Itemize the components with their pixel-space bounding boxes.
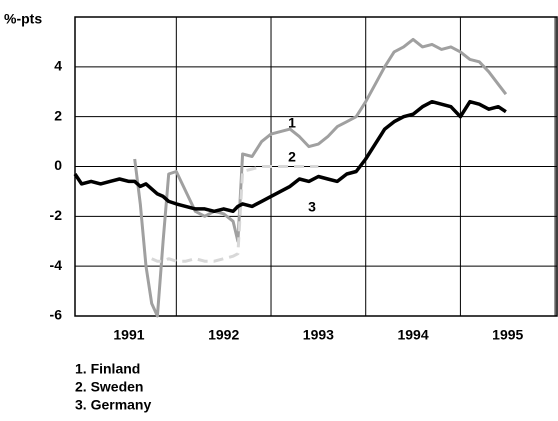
- line-series: [73, 99, 507, 214]
- x-tick-label: 1991: [113, 327, 144, 343]
- y-tick-label: -2: [50, 207, 63, 223]
- legend-entry: 2. Sweden: [75, 379, 143, 395]
- line-label: 3: [308, 199, 316, 215]
- plot-frame: [74, 16, 558, 317]
- y-tick-label: 4: [54, 58, 62, 74]
- y-axis-label: %-pts: [4, 11, 42, 27]
- legend-entry: 3. Germany: [75, 397, 151, 413]
- y-tick-label: 0: [54, 157, 62, 173]
- y-tick-label: -4: [50, 257, 63, 273]
- x-tick-label: 1994: [397, 327, 428, 343]
- x-tick-label: 1992: [208, 327, 239, 343]
- x-tick-label: 1993: [303, 327, 334, 343]
- y-tick-label: -6: [50, 307, 63, 323]
- line-label: 1: [288, 115, 296, 131]
- x-tick-label: 1995: [492, 327, 523, 343]
- line-series: [151, 165, 319, 263]
- legend-entry: 1. Finland: [75, 361, 140, 377]
- line-series: [133, 37, 508, 318]
- y-tick-label: 2: [54, 107, 62, 123]
- line-label: 2: [288, 149, 296, 165]
